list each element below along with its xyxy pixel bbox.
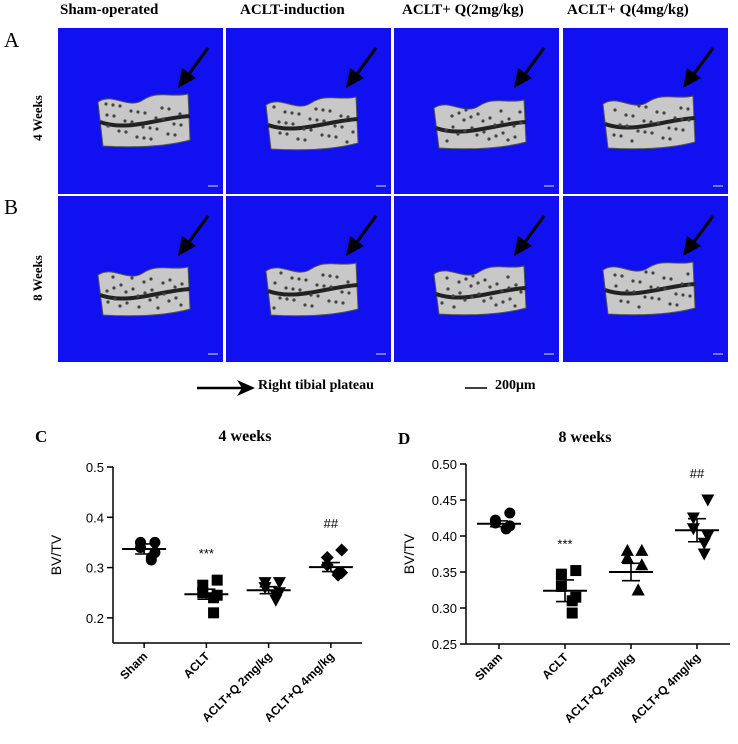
data-point [504,507,516,519]
arrow-icon [683,215,715,256]
micro-ct-image-aclt-q4-4-weeks [563,28,728,194]
column-header-aclt-q2: ACLT+ Q(2mg/kg) [402,2,524,18]
y-axis-label: BV/TV [401,533,417,574]
panel-label-b: B [4,195,19,219]
data-point [208,592,220,604]
arrow-icon [346,215,378,256]
panel-label-c: C [35,427,48,446]
data-point [269,594,283,607]
data-point [631,583,645,596]
data-point [555,580,567,592]
legend-scale-label: 200μm [495,378,536,393]
y-tick-label: 0.5 [86,460,104,475]
micro-ct-image-aclt-q4-8-weeks [563,196,728,362]
chart-d-title: 8 weeks [558,429,612,446]
arrow-icon [514,215,546,256]
column-header-aclt-q4: ACLT+ Q(4mg/kg) [567,2,689,18]
row-label-4-weeks: 4 Weeks [30,95,45,141]
significance-label: ## [690,466,705,481]
row-label-8-weeks: 8 Weeks [30,255,45,301]
data-point [701,494,715,507]
x-tick-label: Sham [117,649,150,682]
y-axis-label: BV/TV [48,534,64,575]
data-point [697,548,711,561]
micro-ct-image-aclt-q2-4-weeks [394,28,559,194]
data-point [211,574,223,586]
data-point [320,558,334,572]
significance-label: *** [557,537,572,552]
y-tick-label: 0.25 [432,637,457,652]
arrow-icon [346,47,378,88]
arrow-icon [514,47,546,88]
x-tick-label: ACLT+Q 4mg/kg [628,650,704,726]
data-point [555,568,567,580]
significance-label: *** [199,546,214,561]
x-tick-label: ACLT+Q 2mg/kg [562,650,638,726]
y-tick-label: 0.50 [432,457,457,472]
data-point [620,551,634,564]
data-point [272,577,286,590]
y-tick-label: 0.4 [86,510,104,525]
tibial-bone-silhouette [433,99,527,150]
data-point [197,587,209,599]
data-point [697,537,711,550]
arrow-icon [683,47,715,88]
data-point [620,543,634,556]
arrow-icon [178,215,210,256]
micro-ct-image-aclt-q2-8-weeks [394,196,559,362]
scale-bar-icon [465,387,487,389]
data-point [566,607,578,619]
chart-d-bvtv-8-weeks: 0.25 0.30 0.35 0.40 0.45 0.50 BV/TV Sham ACLT ***… [401,457,730,726]
column-header-sham: Sham-operated [60,2,159,18]
data-point [570,565,582,577]
data-point [208,607,220,619]
data-point [331,568,345,582]
column-header-aclt: ACLT-induction [240,2,345,18]
data-point [335,543,349,557]
micro-ct-image-aclt-8-weeks [226,196,391,362]
data-point [145,554,157,566]
legend-arrow-label: Right tibial plateau [258,378,374,393]
data-point [701,530,715,543]
x-tick-label: ACLT [539,650,571,682]
micro-ct-image-sham-8-weeks [58,196,223,362]
y-tick-label: 0.30 [432,601,457,616]
y-tick-label: 0.40 [432,529,457,544]
tibial-bone-silhouette [265,262,359,317]
x-tick-label: ACLT [181,649,213,681]
data-point [635,558,649,571]
chart-c-title: 4 weeks [218,428,272,445]
arrow-icon [197,380,255,396]
y-tick-label: 0.2 [86,611,104,626]
x-tick-label: Sham [472,650,505,683]
arrow-icon [178,47,210,88]
data-point [320,551,334,565]
tibial-bone-silhouette [602,95,696,150]
y-tick-label: 0.3 [86,561,104,576]
tibial-bone-silhouette [602,261,696,316]
micro-ct-image-aclt-4-weeks [226,28,391,194]
panel-label-d: D [398,429,411,448]
tibial-bone-silhouette [97,266,191,317]
data-point [500,523,512,535]
y-tick-label: 0.45 [432,493,457,508]
data-point [635,543,649,556]
significance-label: ## [324,516,339,531]
micro-ct-image-sham-4-weeks [58,28,223,194]
data-point [149,536,161,548]
y-tick-label: 0.35 [432,565,457,580]
figure-legend: Right tibial plateau 200μm [195,377,615,399]
panel-label-a: A [4,28,20,52]
data-point [258,582,272,595]
data-point [197,579,209,591]
